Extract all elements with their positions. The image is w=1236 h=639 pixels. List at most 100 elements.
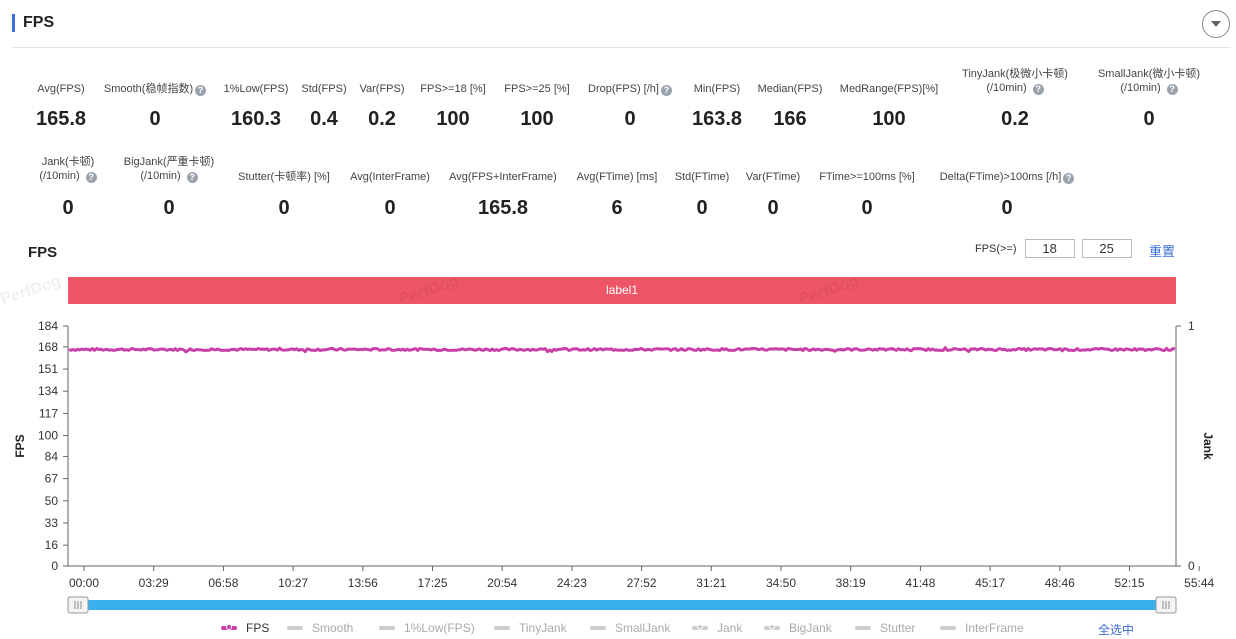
metric-item: Avg(FPS+InterFrame) 165.8 — [413, 170, 593, 223]
legend-label: Stutter — [880, 621, 916, 635]
metric-item: FPS>=25 [%] 100 — [447, 82, 627, 134]
x-tick-label: 34:50 — [766, 576, 796, 590]
legend-item-stutter[interactable]: Stutter — [855, 621, 915, 635]
section-title: FPS — [23, 14, 55, 31]
metric-item: Median(FPS) 166 — [700, 82, 880, 134]
metric-value: 0 — [624, 108, 636, 130]
legend-label: Smooth — [312, 621, 354, 635]
metric-label: Avg(InterFrame) — [350, 171, 430, 183]
metric-label: MedRange(FPS)[%] — [839, 83, 939, 95]
x-tick-label: 52:15 — [1114, 576, 1144, 590]
fps-chart[interactable]: 0 16 33 50 67 84 100 117 134 151 168 184 0 1 00:00 03:2… — [0, 316, 1236, 616]
x-tick-label: 20:54 — [487, 576, 517, 590]
help-icon[interactable]: ? — [195, 85, 207, 96]
metric-value: 0 — [62, 197, 74, 219]
y-axis-title: FPS — [13, 434, 27, 457]
metric-label: Std(FTime) — [674, 171, 730, 183]
metric-item: Var(FPS) 0.2 — [292, 82, 472, 134]
legend-swatch — [287, 626, 303, 630]
x-tick-label: 55:44 — [1184, 576, 1214, 590]
legend-label: Jank — [717, 621, 743, 635]
legend-item-smooth[interactable]: Smooth — [287, 621, 353, 635]
metric-item: SmallJank(微小卡顿) (/10min)? 0 — [1059, 67, 1236, 134]
fps-threshold-controls: FPS(>=) — [975, 239, 1132, 258]
metric-value: 0 — [861, 197, 873, 219]
metric-value: 0 — [149, 108, 161, 130]
legend-swatch — [494, 626, 510, 630]
metric-value: 160.3 — [230, 108, 282, 130]
y2-axis-title: Jank — [1201, 432, 1215, 460]
legend-label: InterFrame — [965, 621, 1024, 635]
fps-series-line — [68, 346, 1176, 354]
legend-item-interframe[interactable]: InterFrame — [940, 621, 1024, 635]
fps-threshold-25-input[interactable] — [1081, 239, 1132, 258]
help-icon[interactable]: ? — [1032, 84, 1044, 95]
legend-swatch — [692, 624, 708, 630]
metric-label: Min(FPS) — [693, 83, 741, 95]
fps-threshold-18-input[interactable] — [1024, 239, 1075, 258]
help-icon[interactable]: ? — [1166, 84, 1178, 95]
collapse-button[interactable] — [1202, 10, 1230, 38]
legend-item-tinyjank[interactable]: TinyJank — [494, 621, 567, 635]
x-tick-label: 00:00 — [69, 576, 99, 590]
legend-swatch — [590, 626, 606, 630]
legend-swatch — [379, 626, 395, 630]
legend-item-smalljank[interactable]: SmallJank — [590, 621, 670, 635]
y-tick-label: 67 — [45, 472, 59, 486]
metric-value: 6 — [611, 197, 623, 219]
label-band[interactable]: label1 — [68, 277, 1176, 304]
legend-label: SmallJank — [615, 621, 671, 635]
reset-link[interactable]: 重置 — [1149, 244, 1176, 259]
metric-item: 1%Low(FPS) 160.3 — [166, 82, 346, 134]
metric-item: MedRange(FPS)[%] 100 — [799, 82, 979, 134]
header-accent-bar — [12, 14, 15, 32]
metric-value: 0 — [278, 197, 290, 219]
legend-label: TinyJank — [519, 621, 567, 635]
select-all-link[interactable]: 全选中 — [1098, 623, 1135, 637]
help-icon[interactable]: ? — [85, 172, 97, 183]
metric-label: FTime>=100ms [%] — [819, 171, 915, 183]
metric-value: 0 — [1143, 108, 1155, 130]
legend-item-jank[interactable]: Jank — [692, 621, 742, 635]
legend-item-fps[interactable]: FPS — [221, 621, 269, 635]
metric-item: Min(FPS) 163.8 — [627, 82, 807, 134]
metric-label: Delta(FTime)>100ms [/h]? — [917, 170, 1097, 184]
metric-item: TinyJank(极微小卡顿) (/10min)? 0.2 — [925, 67, 1105, 134]
help-icon[interactable]: ? — [660, 85, 672, 96]
metric-item: BigJank(严重卡顿) (/10min)? 0 — [79, 155, 259, 223]
legend-swatch — [855, 626, 871, 630]
metric-label: Std(FPS) — [301, 83, 347, 95]
metric-label: Avg(FTime) [ms] — [576, 171, 658, 183]
help-icon[interactable]: ? — [186, 172, 198, 183]
metric-label: Avg(FPS+InterFrame) — [449, 171, 557, 183]
metric-item: Std(FPS) 0.4 — [234, 82, 414, 134]
y-tick-label: 117 — [39, 406, 58, 420]
metric-label: Median(FPS) — [757, 83, 823, 95]
metric-label-unit: (/10min)? — [1059, 81, 1236, 95]
x-tick-label: 31:21 — [696, 576, 726, 590]
legend-label: 1%Low(FPS) — [404, 621, 475, 635]
legend-item-1-low-fps-[interactable]: 1%Low(FPS) — [379, 621, 475, 635]
y-tick-label: 184 — [38, 319, 58, 333]
x-tick-label: 38:19 — [836, 576, 866, 590]
help-icon[interactable]: ? — [1063, 173, 1075, 184]
legend-item-bigjank[interactable]: BigJank — [764, 621, 832, 635]
x-tick-label: 17:25 — [417, 576, 447, 590]
y-tick-label: 50 — [45, 494, 59, 508]
x-tick-label: 06:58 — [208, 576, 238, 590]
metric-value: 0.2 — [368, 108, 396, 130]
metric-label: Jank(卡顿) — [41, 156, 95, 168]
legend-label: BigJank — [789, 621, 832, 635]
metric-item: FTime>=100ms [%] 0 — [777, 170, 957, 223]
x-tick-label: 13:56 — [348, 576, 378, 590]
metric-value: 0 — [1001, 197, 1013, 219]
metric-label: Var(FPS) — [359, 83, 405, 95]
metric-label: Stutter(卡顿率) [%] — [238, 171, 330, 183]
metric-label: TinyJank(极微小卡顿) — [962, 68, 1068, 80]
metric-item: Avg(FPS) 165.8 — [0, 82, 151, 134]
y-tick-label: 33 — [45, 516, 59, 530]
chart-legend: FPS Smooth 1%Low(FPS) TinyJank SmallJank Jank… — [0, 621, 1236, 637]
metric-label-unit: (/10min)? — [0, 169, 158, 183]
y-tick-label: 100 — [38, 429, 58, 443]
metric-label: Avg(FPS) — [37, 83, 85, 95]
